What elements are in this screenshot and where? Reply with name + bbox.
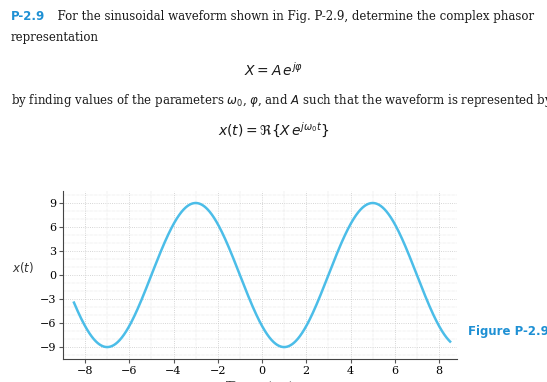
Text: by finding values of the parameters $\omega_0$, $\varphi$, and $A$ such that the: by finding values of the parameters $\om… [11, 92, 547, 109]
Text: $x(t) = \Re\{X\,e^{j\omega_0 t}\}$: $x(t) = \Re\{X\,e^{j\omega_0 t}\}$ [218, 120, 329, 139]
X-axis label: Time $t$ (ms): Time $t$ (ms) [225, 380, 294, 382]
Text: representation: representation [11, 31, 99, 44]
Text: For the sinusoidal waveform shown in Fig. P-2.9, determine the complex phasor: For the sinusoidal waveform shown in Fig… [50, 10, 534, 23]
Text: $X = A\,e^{j\varphi}$: $X = A\,e^{j\varphi}$ [244, 61, 303, 79]
Text: P-2.9: P-2.9 [11, 10, 45, 23]
Text: Figure P-2.9: Figure P-2.9 [468, 325, 547, 338]
Y-axis label: $x(t)$: $x(t)$ [12, 260, 34, 275]
